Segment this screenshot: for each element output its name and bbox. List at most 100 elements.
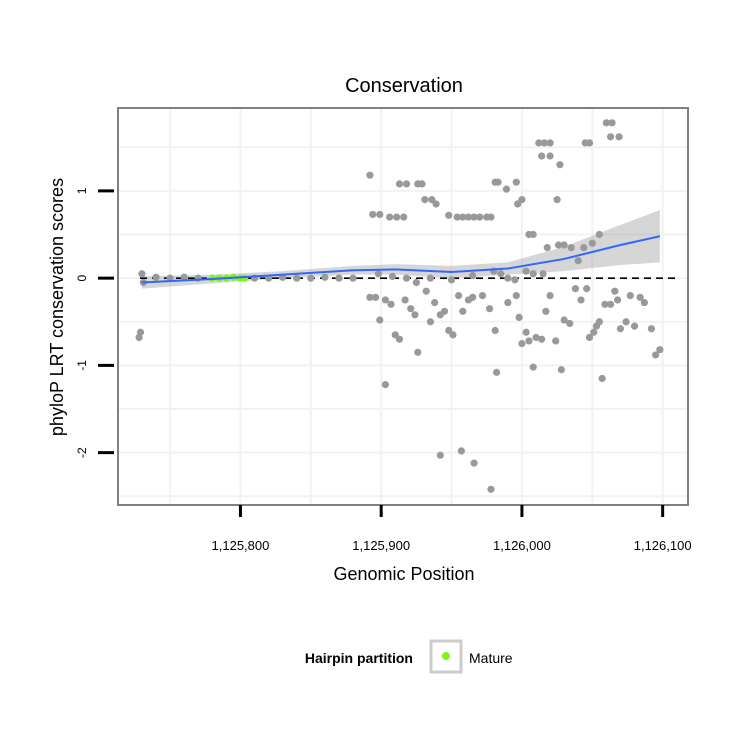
data-point-other [180,273,188,281]
data-point-other [395,335,404,343]
data-point-other [407,305,415,313]
data-point-other [518,339,526,348]
data-point-other [138,270,146,278]
data-point-other [388,272,397,280]
data-point-other [580,244,588,252]
data-point-other [497,270,505,278]
chart-title: Conservation [345,75,463,97]
data-point-other [640,298,648,307]
data-point-other [402,180,411,188]
legend-label-mature: Mature [469,650,513,666]
data-point-other [636,293,644,301]
data-point-other [470,213,478,221]
x-axis-label: Genomic Position [333,564,474,584]
data-point-other [606,133,615,141]
x-tick-label: 1,125,800 [212,538,270,553]
data-point-other [421,196,429,204]
data-point-other [626,291,634,300]
data-point-other [557,366,565,374]
data-point-other [504,274,512,282]
data-point-other [395,180,404,188]
data-point-other [369,210,377,219]
data-point-other [152,273,160,281]
data-point-other [426,318,435,326]
data-point-other [542,307,550,315]
data-point-other [602,119,610,127]
data-point-other [525,337,533,345]
data-point-other [652,351,660,359]
data-point-other [601,300,609,308]
y-tick-label: -2 [75,447,89,458]
data-point-other [469,293,477,301]
data-point-other [400,213,408,221]
data-point-other [485,305,494,313]
data-point-other [502,185,511,193]
data-point-other [611,287,619,295]
data-point-other [431,298,439,307]
smooth-confidence-band [141,210,660,289]
data-point-other [535,139,543,147]
data-point-other [414,348,422,356]
data-point-other [402,274,411,282]
data-point-other [614,296,622,304]
data-point-other [449,331,457,339]
data-point-other [608,119,616,127]
data-point-other [445,211,453,219]
data-point-other [447,276,456,284]
data-point-other [418,180,426,188]
data-point-other [574,257,582,265]
data-point-other [321,273,329,281]
smooth-trend-line [141,235,661,284]
data-point-other [567,244,575,252]
confidence-band [141,210,660,289]
data-point-other [539,270,547,278]
data-point-other [494,178,502,186]
data-point-other [622,318,630,326]
data-point-other [478,291,487,300]
data-point-other [546,291,554,300]
y-tick-label: -1 [75,360,89,371]
data-point-other [515,313,523,322]
data-point-other [560,316,568,324]
data-point-other [469,271,477,280]
data-point-other [371,293,380,301]
data-point-other [606,300,615,308]
y-axis-label: phyloP LRT conservation scores [47,178,67,436]
data-point-other [546,139,554,147]
data-point-other [552,337,560,345]
data-point-other [529,230,537,239]
data-point-other [546,152,554,160]
legend-key-mature-point [442,652,450,660]
data-point-other [459,213,467,221]
y-tick-label: 1 [75,187,89,194]
data-point-other [412,278,420,287]
data-point-other [411,311,419,319]
data-point-other [166,274,174,282]
data-point-other [476,213,484,221]
data-point-other [595,318,603,326]
data-point-other [453,213,461,221]
data-point-other [335,274,343,282]
data-point-other [374,270,382,278]
data-point-other [656,346,664,354]
x-tick-label: 1,126,000 [493,538,551,553]
data-point-other [512,178,520,186]
data-point-other [387,300,395,308]
legend-title: Hairpin partition [305,650,413,666]
data-point-other [135,333,143,342]
data-point-other [583,285,591,293]
data-point-other [616,325,625,333]
data-point-other [529,363,537,371]
data-point-other [386,213,394,221]
data-point-other [577,296,585,304]
data-point-other [512,291,520,300]
data-point-other [590,328,598,336]
data-point-other [553,196,561,204]
x-tick-label: 1,125,900 [352,538,410,553]
smooth-line [141,235,661,284]
data-point-other [393,213,401,221]
data-point-other [307,274,315,282]
data-point-other [615,133,623,141]
data-point-other [492,368,501,376]
